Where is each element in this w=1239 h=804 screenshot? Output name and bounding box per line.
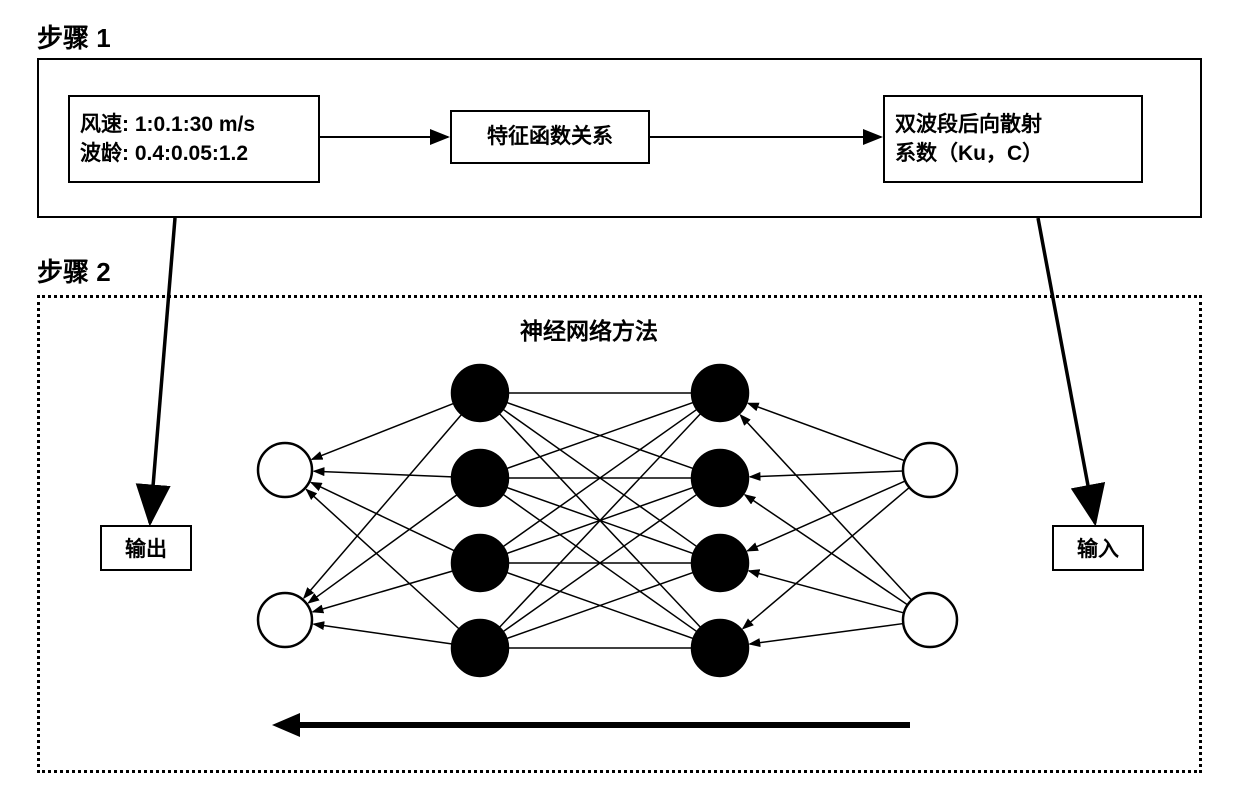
step2-box [37, 295, 1202, 773]
step1-inputs-box: 风速: 1:0.1:30 m/s 波龄: 0.4:0.05:1.2 [68, 95, 320, 183]
input-label-box: 输入 [1052, 525, 1144, 571]
step1-label: 步骤 1 [37, 18, 111, 55]
nn-title: 神经网络方法 [520, 312, 658, 346]
step1-output-box: 双波段后向散射 系数（Ku，C） [883, 95, 1143, 183]
step1-input-line2: 波龄: 0.4:0.05:1.2 [80, 139, 255, 168]
step1-middle-text: 特征函数关系 [487, 122, 613, 151]
step1-output-line1: 双波段后向散射 [895, 110, 1043, 139]
input-label-text: 输入 [1077, 533, 1119, 563]
step1-output-line2: 系数（Ku，C） [895, 139, 1043, 168]
step1-middle-box: 特征函数关系 [450, 110, 650, 164]
step1-input-line1: 风速: 1:0.1:30 m/s [80, 110, 255, 139]
output-label-text: 输出 [125, 533, 167, 563]
step2-label: 步骤 2 [37, 252, 111, 289]
output-label-box: 输出 [100, 525, 192, 571]
